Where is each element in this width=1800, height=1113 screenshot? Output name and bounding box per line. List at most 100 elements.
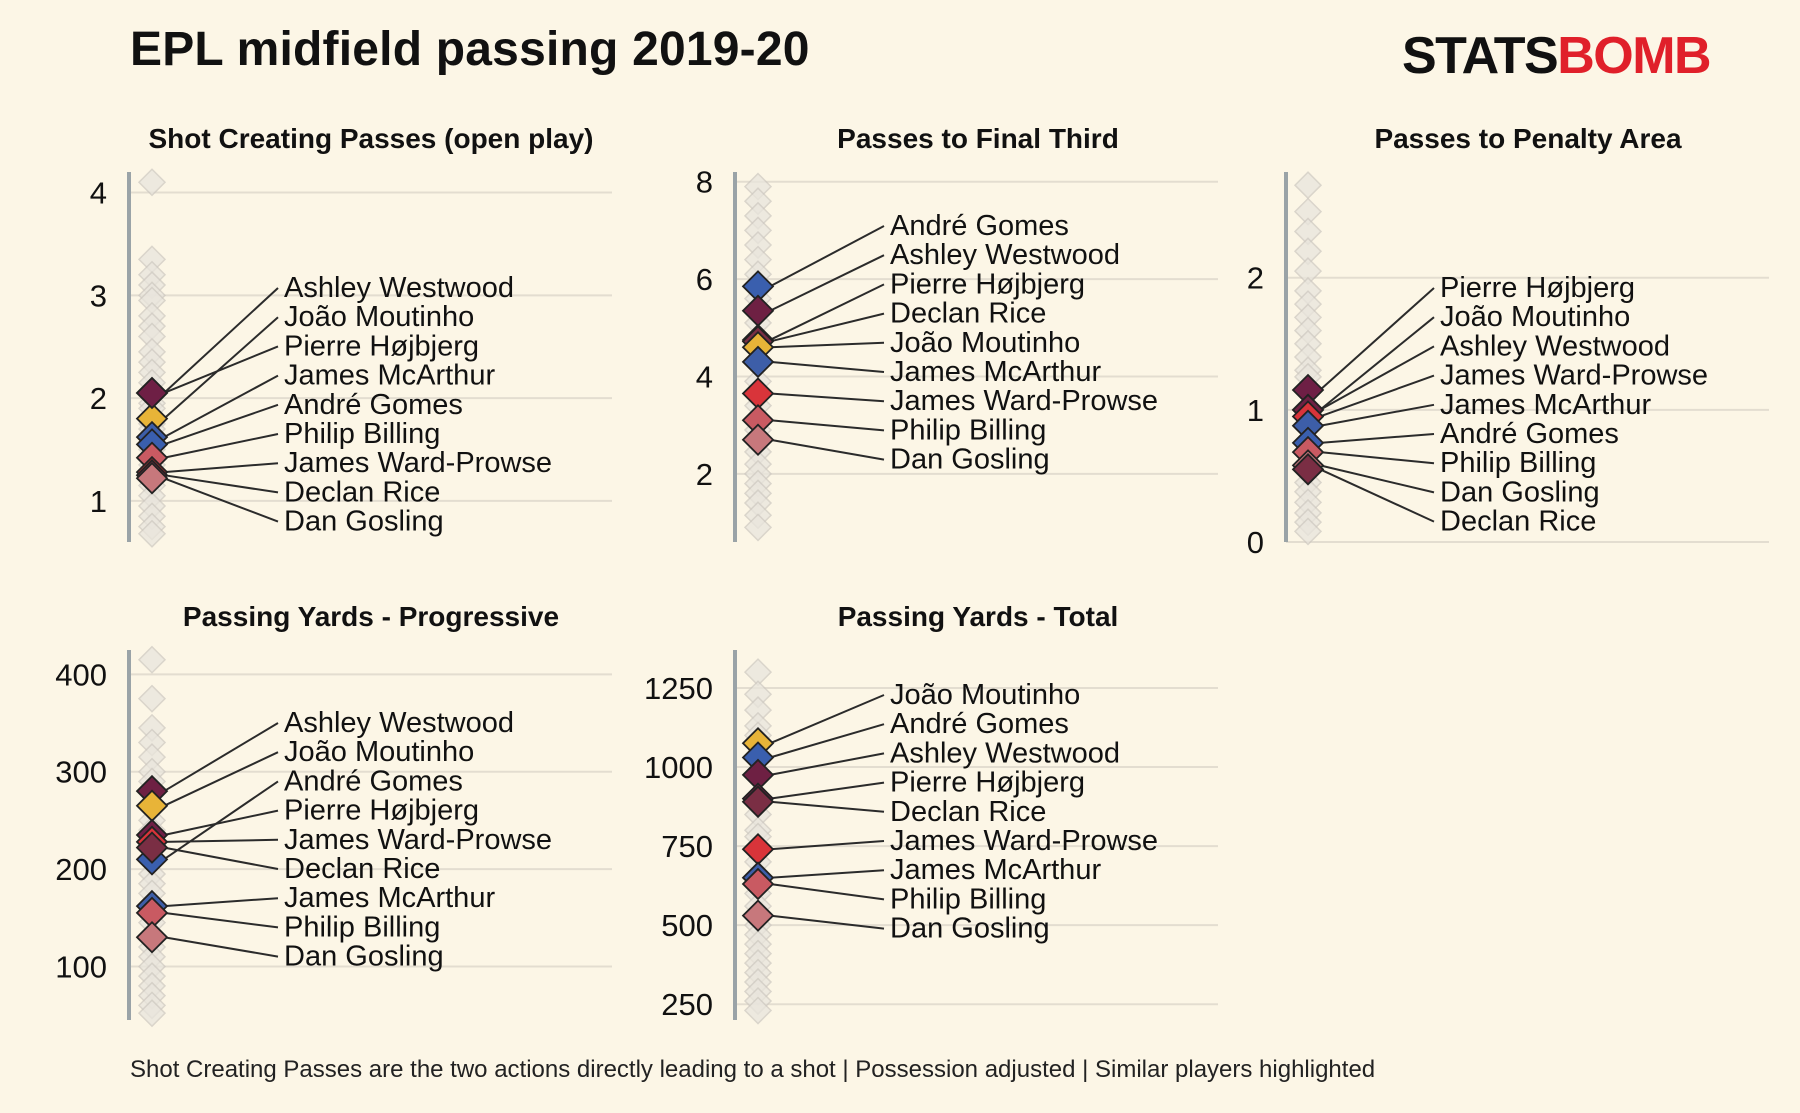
marker-declan-rice <box>741 785 775 819</box>
marker-philip-billing <box>741 867 775 901</box>
label-pierre-hojbjerg: Pierre Højbjerg <box>284 795 479 827</box>
statsbomb-logo: STATSBOMB <box>1402 26 1712 86</box>
leader-line <box>1319 287 1435 391</box>
leader-line <box>769 254 885 312</box>
panel-passes-to-final-third: Passes to Final Third 2 4 6 8 André GomesAshl… <box>696 123 1218 542</box>
leader-line <box>163 403 279 446</box>
other-player-marker <box>137 168 167 197</box>
marker-dan-gosling <box>135 462 169 495</box>
y-tick-label: 6 <box>696 262 713 297</box>
leader-line <box>163 287 279 394</box>
leader-line <box>1319 316 1435 411</box>
y-tick-label: 2 <box>1247 261 1264 296</box>
label-pierre-hojbjerg: Pierre Højbjerg <box>284 330 479 362</box>
leader-line <box>163 936 279 958</box>
marker-dan-gosling <box>741 899 775 932</box>
panel-title: Passing Yards - Total <box>838 601 1119 632</box>
panel-title: Passes to Final Third <box>837 123 1119 154</box>
y-tick-label: 0 <box>1247 525 1264 560</box>
label-james-ward-prowse: James Ward-Prowse <box>284 824 552 856</box>
y-tick-label: 1250 <box>644 671 713 706</box>
leader-line <box>769 419 885 432</box>
y-tick-label: 400 <box>55 657 107 692</box>
label-joao-moutinho: João Moutinho <box>890 679 1080 711</box>
label-andre-gomes: André Gomes <box>1440 418 1619 450</box>
y-tick-label: 100 <box>55 949 107 984</box>
label-james-mcarthur: James McArthur <box>890 854 1101 886</box>
leader-line <box>163 722 279 793</box>
leader-line <box>1319 433 1435 444</box>
y-tick-label: 2 <box>696 457 713 492</box>
label-james-ward-prowse: James Ward-Prowse <box>284 447 552 479</box>
label-james-ward-prowse: James Ward-Prowse <box>890 825 1158 857</box>
panel-shot-creating-passes-open-play: Shot Creating Passes (open play) 1 2 3 4 Ashl… <box>90 123 612 548</box>
logo-part-stats: STATS <box>1402 27 1559 85</box>
label-declan-rice: Declan Rice <box>284 853 440 885</box>
label-philip-billing: Philip Billing <box>284 418 440 450</box>
panel-title: Shot Creating Passes (open play) <box>149 123 594 154</box>
y-tick-label: 4 <box>90 176 107 211</box>
leader-line <box>1319 345 1435 411</box>
label-joao-moutinho: João Moutinho <box>890 327 1080 359</box>
leader-line <box>163 345 279 394</box>
marker-dan-gosling <box>135 920 169 954</box>
leader-line <box>769 225 885 288</box>
label-joao-moutinho: João Moutinho <box>1440 301 1630 333</box>
y-tick-label: 300 <box>55 755 107 790</box>
chart-title: EPL midfield passing 2019-20 <box>130 23 810 76</box>
y-tick-label: 4 <box>696 359 713 394</box>
leader-line <box>769 283 885 341</box>
leader-line <box>769 840 885 851</box>
y-tick-label: 3 <box>90 278 107 313</box>
label-philip-billing: Philip Billing <box>890 414 1046 446</box>
leader-line <box>1319 468 1435 523</box>
label-declan-rice: Declan Rice <box>284 476 440 508</box>
leader-line <box>163 462 279 474</box>
leader-line <box>1319 464 1435 494</box>
panel-title: Passes to Penalty Area <box>1374 123 1682 154</box>
label-andre-gomes: André Gomes <box>890 210 1069 242</box>
other-player-marker <box>1293 517 1323 546</box>
y-tick-label: 1000 <box>644 750 713 785</box>
y-tick-label: 1 <box>90 484 107 519</box>
label-ashley-westwood: Ashley Westwood <box>1440 330 1670 362</box>
leader-line <box>769 914 885 930</box>
label-pierre-hojbjerg: Pierre Højbjerg <box>1440 272 1635 304</box>
label-declan-rice: Declan Rice <box>890 298 1046 330</box>
label-dan-gosling: Dan Gosling <box>1440 476 1600 508</box>
y-tick-label: 750 <box>661 829 713 864</box>
leader-line <box>163 374 279 439</box>
label-dan-gosling: Dan Gosling <box>284 941 444 973</box>
label-philip-billing: Philip Billing <box>890 883 1046 915</box>
label-james-ward-prowse: James Ward-Prowse <box>1440 360 1708 392</box>
leader-line <box>1319 374 1435 418</box>
other-player-marker <box>137 684 167 713</box>
label-james-ward-prowse: James Ward-Prowse <box>890 385 1158 417</box>
label-philip-billing: Philip Billing <box>284 911 440 943</box>
label-dan-gosling: Dan Gosling <box>284 506 444 538</box>
panel-passing-yards-progressive: Passing Yards - Progressive 100 200 300 400 A… <box>55 601 612 1028</box>
label-joao-moutinho: João Moutinho <box>284 736 474 768</box>
label-james-mcarthur: James McArthur <box>284 882 495 914</box>
other-player-marker <box>1293 171 1323 200</box>
other-player-marker <box>137 999 167 1028</box>
leader-line <box>769 392 885 403</box>
leader-line <box>163 751 279 807</box>
y-tick-label: 1 <box>1247 393 1264 428</box>
leader-line <box>163 477 279 523</box>
label-joao-moutinho: João Moutinho <box>284 301 474 333</box>
panel-passing-yards-total: Passing Yards - Total 250 500 750 1000 1250 Jo… <box>644 601 1218 1025</box>
logo-part-bomb: BOMB <box>1557 27 1711 85</box>
panel-title: Passing Yards - Progressive <box>183 601 559 632</box>
label-ashley-westwood: Ashley Westwood <box>284 272 514 304</box>
y-tick-label: 2 <box>90 381 107 416</box>
chart-caption: Shot Creating Passes are the two actions… <box>130 1056 1376 1083</box>
other-player-marker <box>137 645 167 674</box>
leader-line <box>769 869 885 879</box>
marker-james-mcarthur <box>741 345 775 379</box>
leader-line <box>163 316 279 420</box>
leader-line <box>163 897 279 908</box>
leader-line <box>769 752 885 776</box>
leader-line <box>769 360 885 373</box>
